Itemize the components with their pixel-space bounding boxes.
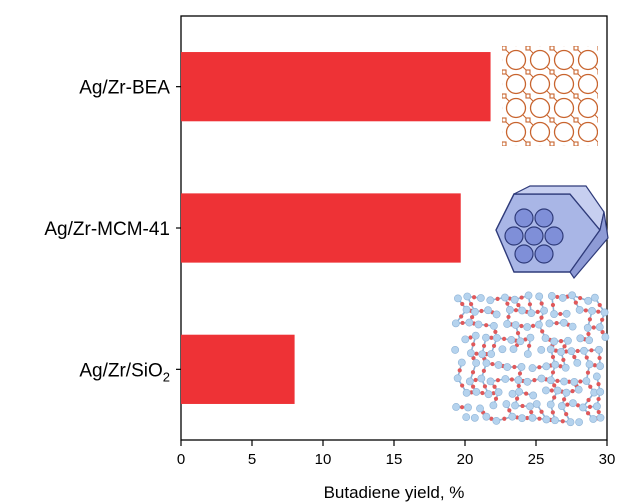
- bar-1: [181, 52, 491, 122]
- x-tick-label: 5: [248, 451, 256, 468]
- bar-2: [181, 193, 461, 263]
- bar-3: [181, 334, 295, 404]
- x-tick-label: 15: [386, 451, 403, 468]
- x-tick-label: 20: [457, 451, 474, 468]
- x-tick-label: 30: [599, 451, 616, 468]
- bars-layer: [181, 52, 491, 404]
- category-label: Ag/Zr/SiO2: [79, 360, 170, 384]
- x-axis-ticks: 0 5 10 15 20 25 30: [177, 440, 616, 468]
- x-tick-label: 10: [315, 451, 332, 468]
- category-label: Ag/Zr-BEA: [79, 78, 170, 99]
- zeolite-bea-framework-icon: [502, 46, 598, 146]
- amorphous-silica-network-icon: [451, 291, 610, 427]
- x-tick-label: 25: [528, 451, 545, 468]
- x-axis-title: Butadiene yield, %: [324, 483, 465, 502]
- y-axis-category-labels: Ag/Zr-BEA Ag/Zr-MCM-41 Ag/Zr/SiO2: [44, 78, 181, 384]
- mcm41-hexagonal-pores-icon: [495, 185, 609, 279]
- x-tick-label: 0: [177, 451, 185, 468]
- category-label: Ag/Zr-MCM-41: [44, 219, 170, 240]
